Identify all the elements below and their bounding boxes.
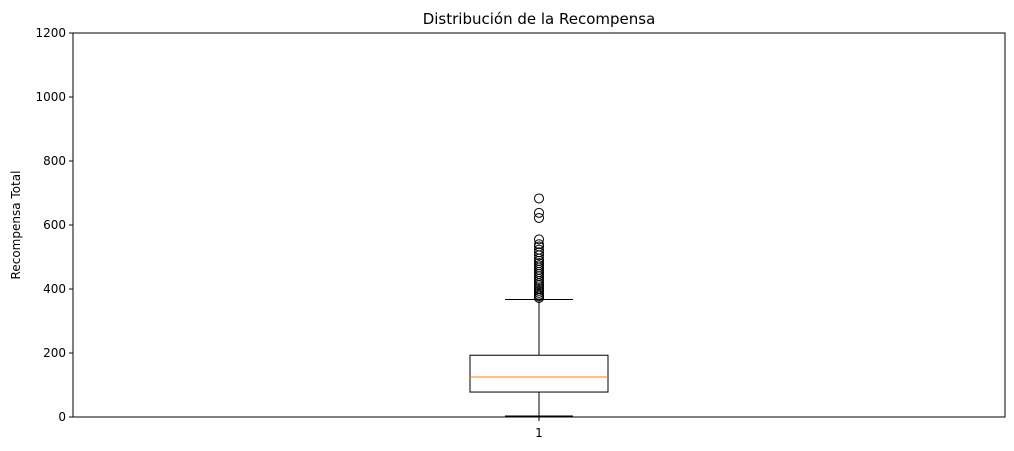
outlier-point: [534, 207, 544, 218]
y-tick-label: 600: [43, 218, 66, 232]
x-tick-label: 1: [535, 426, 543, 440]
y-tick-label: 1200: [35, 26, 66, 40]
iqr-box: [469, 354, 609, 393]
outlier-point: [534, 260, 544, 271]
y-tick-label: 200: [43, 346, 66, 360]
outlier-point: [534, 244, 544, 255]
outlier-point: [534, 241, 544, 252]
outlier-point: [534, 258, 544, 269]
boxplot-series: [469, 193, 609, 417]
y-tick-label: 1000: [35, 90, 66, 104]
x-axis-ticks: 1: [535, 417, 543, 440]
outlier-point: [534, 193, 544, 204]
outlier-point: [534, 239, 544, 250]
y-axis-label: Recompensa Total: [9, 171, 23, 280]
outlier-point: [534, 212, 544, 223]
y-tick-label: 400: [43, 282, 66, 296]
y-tick-label: 800: [43, 154, 66, 168]
outlier-point: [534, 247, 544, 258]
chart-title: Distribución de la Recompensa: [423, 10, 656, 28]
y-tick-label: 0: [58, 410, 66, 424]
y-axis-ticks: 0 200 400 600 800 1000 1200: [35, 26, 73, 424]
outlier-point: [534, 234, 544, 245]
